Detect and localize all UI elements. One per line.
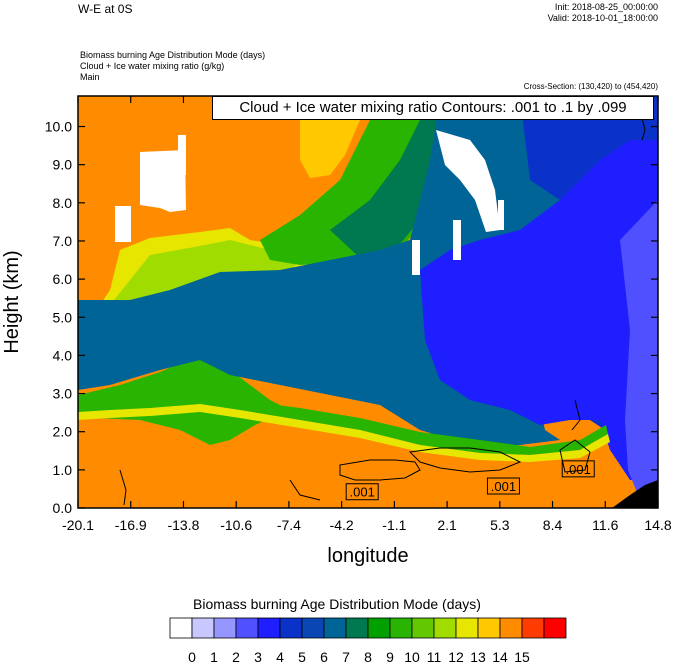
x-tick-label: -1.1 (382, 517, 406, 533)
colorbar: 0 1 2 3 4 5 6 7 8 9 10 11 12 13 14 15 (169, 617, 567, 665)
field-line-3: Main (80, 72, 100, 82)
y-axis-label: Height (km) (1, 250, 23, 353)
colorbar-swatch (477, 617, 501, 639)
colorbar-label: 10 (404, 649, 420, 665)
colorbar-swatch (279, 617, 303, 639)
x-axis-label: longitude (327, 545, 408, 567)
y-tick-label: 9.0 (53, 157, 73, 173)
colorbar-label: 0 (188, 649, 196, 665)
field-white-patch-6 (412, 240, 420, 275)
y-tick-label: 1.0 (53, 462, 73, 478)
field-line-2: Cloud + Ice water mixing ratio (g/kg) (80, 61, 225, 71)
colorbar-label: 3 (254, 649, 262, 665)
x-tick-label: -13.8 (167, 517, 199, 533)
colorbar-label: 13 (470, 649, 486, 665)
colorbar-swatch (323, 617, 347, 639)
x-tick-label: 2.1 (437, 517, 457, 533)
colorbar-title: Biomass burning Age Distribution Mode (d… (193, 596, 481, 612)
contour-label: .001 (491, 479, 516, 494)
contour-label: .001 (566, 462, 591, 477)
colorbar-label: 15 (514, 649, 530, 665)
colorbar-swatch (345, 617, 369, 639)
colorbar-swatch (455, 617, 479, 639)
y-axis: 0.0 1.0 2.0 3.0 4.0 5.0 6.0 7.0 8.0 9.0 10.0 (45, 119, 658, 516)
field-white-patch-2 (115, 206, 131, 242)
colorbar-swatch (499, 617, 523, 639)
colorbar-swatch (521, 617, 545, 639)
colorbar-label: 5 (298, 649, 306, 665)
field-white-patch-1 (140, 150, 186, 212)
x-tick-label: -7.4 (277, 517, 301, 533)
contour-line-1 (339, 459, 421, 481)
colorbar-label: 11 (427, 649, 442, 665)
field-white-patch-4 (498, 200, 504, 230)
colorbar-label: 9 (386, 649, 394, 665)
field-green-strip (78, 392, 608, 455)
cross-section-label: Cross-Section: (130,420) to (454,420) (523, 82, 658, 91)
contour-line-2 (408, 447, 522, 473)
colorbar-swatch (169, 617, 193, 639)
colorbar-swatch (433, 617, 457, 639)
contour-line-4 (119, 469, 127, 506)
contour-line-5 (289, 479, 321, 501)
y-tick-label: 2.0 (53, 424, 73, 440)
terrain (612, 480, 658, 508)
field-line-1: Biomass burning Age Distribution Mode (d… (80, 50, 266, 60)
y-tick-label: 6.0 (53, 271, 73, 287)
field-white-patch-3 (436, 130, 500, 232)
contour-label-box (486, 477, 520, 495)
contour-label-box (561, 460, 595, 478)
y-tick-label: 8.0 (53, 195, 73, 211)
colorbar-label: 12 (448, 649, 464, 665)
x-tick-label: -16.9 (115, 517, 147, 533)
x-tick-label: 14.8 (644, 517, 671, 533)
y-tick-label: 5.0 (53, 309, 73, 325)
y-tick-label: 7.0 (53, 233, 73, 249)
plot-title: W-E at 0S (78, 2, 133, 16)
field-blue (420, 140, 658, 480)
colorbar-label: 6 (320, 649, 328, 665)
colorbar-label: 1 (210, 649, 218, 665)
x-tick-label: 5.3 (490, 517, 510, 533)
contour-labels: .001 .001 .001 (345, 460, 595, 501)
colorbar-swatch (389, 617, 413, 639)
colorbar-swatch (411, 617, 435, 639)
x-tick-label: -10.6 (220, 517, 252, 533)
colorbar-swatch (367, 617, 391, 639)
colorbar-swatch (235, 617, 259, 639)
plot-area: .001 .001 .001 (78, 96, 658, 508)
x-tick-label: -4.2 (330, 517, 354, 533)
x-tick-label: 8.4 (543, 517, 563, 533)
y-tick-label: 0.0 (53, 500, 73, 516)
y-tick-label: 3.0 (53, 386, 73, 402)
init-time: Init: 2018-08-25_00:00:00 (554, 2, 658, 12)
field-lightblue (620, 200, 658, 500)
field-white-patch-1b (178, 135, 186, 175)
contour-label-box (345, 483, 379, 501)
colorbar-label: 4 (276, 649, 284, 665)
y-tick-label: 10.0 (45, 119, 72, 135)
colorbar-swatch (191, 617, 215, 639)
colorbar-label: 2 (232, 649, 240, 665)
x-tick-label: -20.1 (62, 517, 94, 533)
colorbar-label: 8 (364, 649, 372, 665)
field-yellow-strip (78, 404, 610, 462)
colorbar-swatch (257, 617, 281, 639)
colorbar-swatch (213, 617, 237, 639)
contour-label: .001 (350, 485, 375, 500)
colorbar-label: 14 (492, 649, 508, 665)
contour-line-6 (571, 399, 581, 431)
colorbar-label: 7 (342, 649, 350, 665)
valid-time: Valid: 2018-10-01_18:00:00 (547, 13, 658, 23)
x-tick-label: 11.6 (592, 517, 618, 533)
field-white-patch-5 (453, 220, 461, 260)
colorbar-swatch (543, 617, 567, 639)
contour-info-box: Cloud + Ice water mixing ratio Contours:… (212, 96, 654, 120)
y-tick-label: 4.0 (53, 347, 73, 363)
colorbar-swatch (301, 617, 325, 639)
